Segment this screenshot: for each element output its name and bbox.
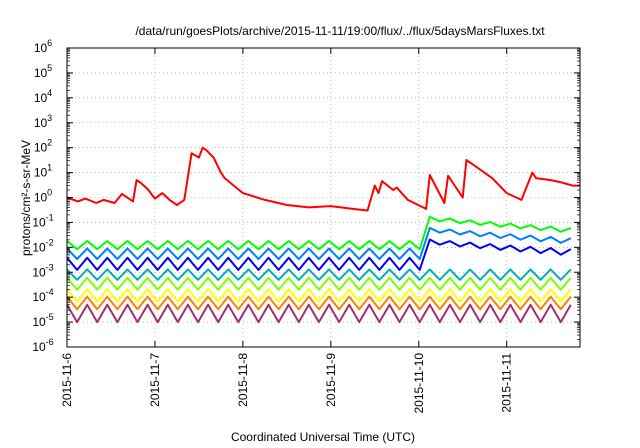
y-tick-label: 103 [34,113,52,130]
y-tick-label: 104 [34,88,52,105]
y-axis-label: protons/cm²-s-sr-MeV [19,140,33,256]
x-tick-label: 2015-11-10 [412,353,426,414]
y-tick-label: 10-3 [32,262,53,279]
y-tick-label: 100 [34,188,52,205]
y-tick-label: 10-4 [32,287,53,304]
series-line [66,238,572,271]
x-tick-label: 2015-11-7 [148,353,162,407]
x-tick-label: 2015-11-11 [500,353,514,413]
y-tick-label: 106 [34,38,52,55]
y-tick-label: 10-2 [32,237,53,254]
ticks [66,47,580,348]
series-line [66,268,572,281]
x-tick-label: 2015-11-9 [324,353,338,407]
x-tick-labels: 2015-11-6 2015-11-7 2015-11-8 2015-11-9 2015… [60,353,514,414]
y-tick-labels: 10-6 10-5 10-4 10-3 10-2 10-1 100 101 102 103 104 1… [32,38,53,354]
series-line [66,276,572,291]
chart-title: /data/run/goesPlots/archive/2015-11-11/1… [135,24,545,38]
x-tick-label: 2015-11-6 [60,353,74,407]
series-layer [66,146,580,324]
y-tick-label: 105 [34,63,52,80]
series-line [66,295,572,311]
y-tick-label: 101 [34,163,52,180]
y-tick-label: 102 [34,138,52,155]
series-line [66,215,572,251]
series-line [66,303,572,324]
y-tick-label: 10-6 [32,337,53,354]
series-line [66,146,580,212]
x-axis-label: Coordinated Universal Time (UTC) [231,430,415,444]
y-tick-label: 10-1 [32,212,53,229]
series-line [66,226,572,260]
x-tick-label: 2015-11-8 [236,353,250,407]
series-line [66,288,572,303]
y-tick-label: 10-5 [32,312,53,329]
